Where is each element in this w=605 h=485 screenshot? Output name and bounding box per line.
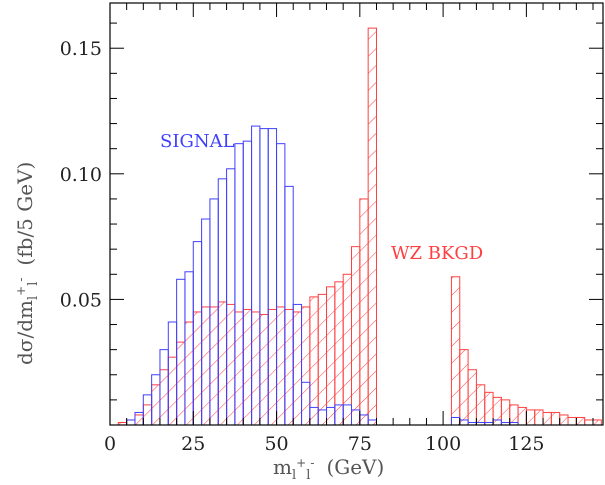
y-title-unit: (fb/5 GeV) [13, 162, 37, 266]
bkgd-bar [267, 308, 278, 426]
x-title-sub1: l [292, 468, 296, 483]
bkgd-bar [184, 321, 194, 426]
x-tick-label: 50 [264, 433, 288, 455]
bkgd-bar [159, 369, 169, 426]
y-axis-title: dσ/dml+l-(fb/5 GeV) [13, 162, 41, 365]
x-tick-label: 125 [508, 433, 544, 455]
bkgd-bar [575, 416, 586, 426]
bkgd-bar [467, 369, 477, 426]
axis-ticks [109, 3, 603, 425]
bkgd-bar [351, 246, 361, 426]
x-axis-title: ml+l- (GeV) [273, 455, 384, 483]
series-label-wz-bkgd: WZ BKGD [391, 243, 483, 264]
bkgd-bar [234, 311, 244, 426]
wz-bkgd-histogram [117, 27, 602, 426]
bkgd-bar [192, 311, 203, 426]
bkgd-bar [301, 306, 311, 426]
bkgd-bar [459, 349, 469, 426]
series-label-signal: SIGNAL [160, 131, 235, 152]
bkgd-bar [201, 306, 211, 426]
bkgd-bar [292, 311, 303, 426]
bkgd-bar [475, 384, 486, 426]
bkgd-bar [342, 273, 353, 426]
bkgd-bar [567, 416, 577, 426]
bkgd-bar [226, 303, 236, 426]
x-title-sup1: + [296, 456, 306, 470]
bkgd-bar [284, 308, 294, 426]
bkgd-bar [326, 286, 336, 426]
x-tick-label: 25 [181, 433, 205, 455]
bkgd-bar [500, 399, 511, 426]
bkgd-bar [559, 414, 569, 426]
bkgd-bar [209, 306, 219, 426]
y-title-sub2: l [26, 282, 41, 286]
y-tick-label: 0.10 [60, 164, 102, 186]
bkgd-bar [450, 276, 461, 426]
y-tick-label: 0.15 [60, 38, 102, 60]
bkgd-bar [176, 341, 186, 426]
x-title-base: m [273, 455, 292, 479]
x-title-unit: (GeV) [326, 455, 384, 479]
bkgd-bar [550, 411, 561, 426]
y-title-prefix: dσ/dm [13, 300, 37, 365]
bkgd-bar [151, 384, 161, 426]
bkgd-bar [509, 404, 519, 426]
bkgd-bar [517, 406, 527, 426]
bkgd-bar [134, 414, 144, 426]
bkgd-bar [492, 396, 502, 426]
bkgd-bar [251, 311, 261, 426]
bkgd-bar [142, 404, 153, 426]
y-title-sup2: - [14, 278, 28, 282]
y-title-sub1: l [26, 296, 41, 300]
x-title-sup2: - [310, 456, 314, 470]
bkgd-bar [525, 409, 536, 426]
bkgd-bar [167, 356, 178, 426]
bkgd-bar [359, 198, 369, 426]
bkgd-bar [259, 313, 269, 426]
tick-labels: 0 25 50 75 100 125 0.05 0.10 0.15 [60, 38, 545, 455]
bkgd-bar [276, 306, 286, 426]
bkgd-bar [242, 308, 253, 426]
bkgd-bar [126, 419, 136, 426]
y-title-sup1: + [14, 286, 28, 296]
bkgd-bar [542, 411, 552, 426]
bkgd-bar [309, 296, 319, 426]
bkgd-bar [584, 419, 594, 426]
x-title-sub2: l [306, 468, 310, 483]
plot-frame [109, 2, 604, 426]
x-tick-label: 100 [425, 433, 461, 455]
bkgd-bar [484, 391, 494, 426]
bkgd-bar [317, 293, 328, 426]
bkgd-bar [592, 419, 602, 426]
bkgd-bar [334, 281, 344, 426]
x-tick-label: 0 [104, 433, 116, 455]
bkgd-bar [534, 409, 544, 426]
bkgd-bar [367, 27, 377, 426]
bkgd-bar [217, 301, 228, 426]
y-tick-label: 0.05 [60, 289, 102, 311]
x-tick-label: 75 [348, 433, 372, 455]
